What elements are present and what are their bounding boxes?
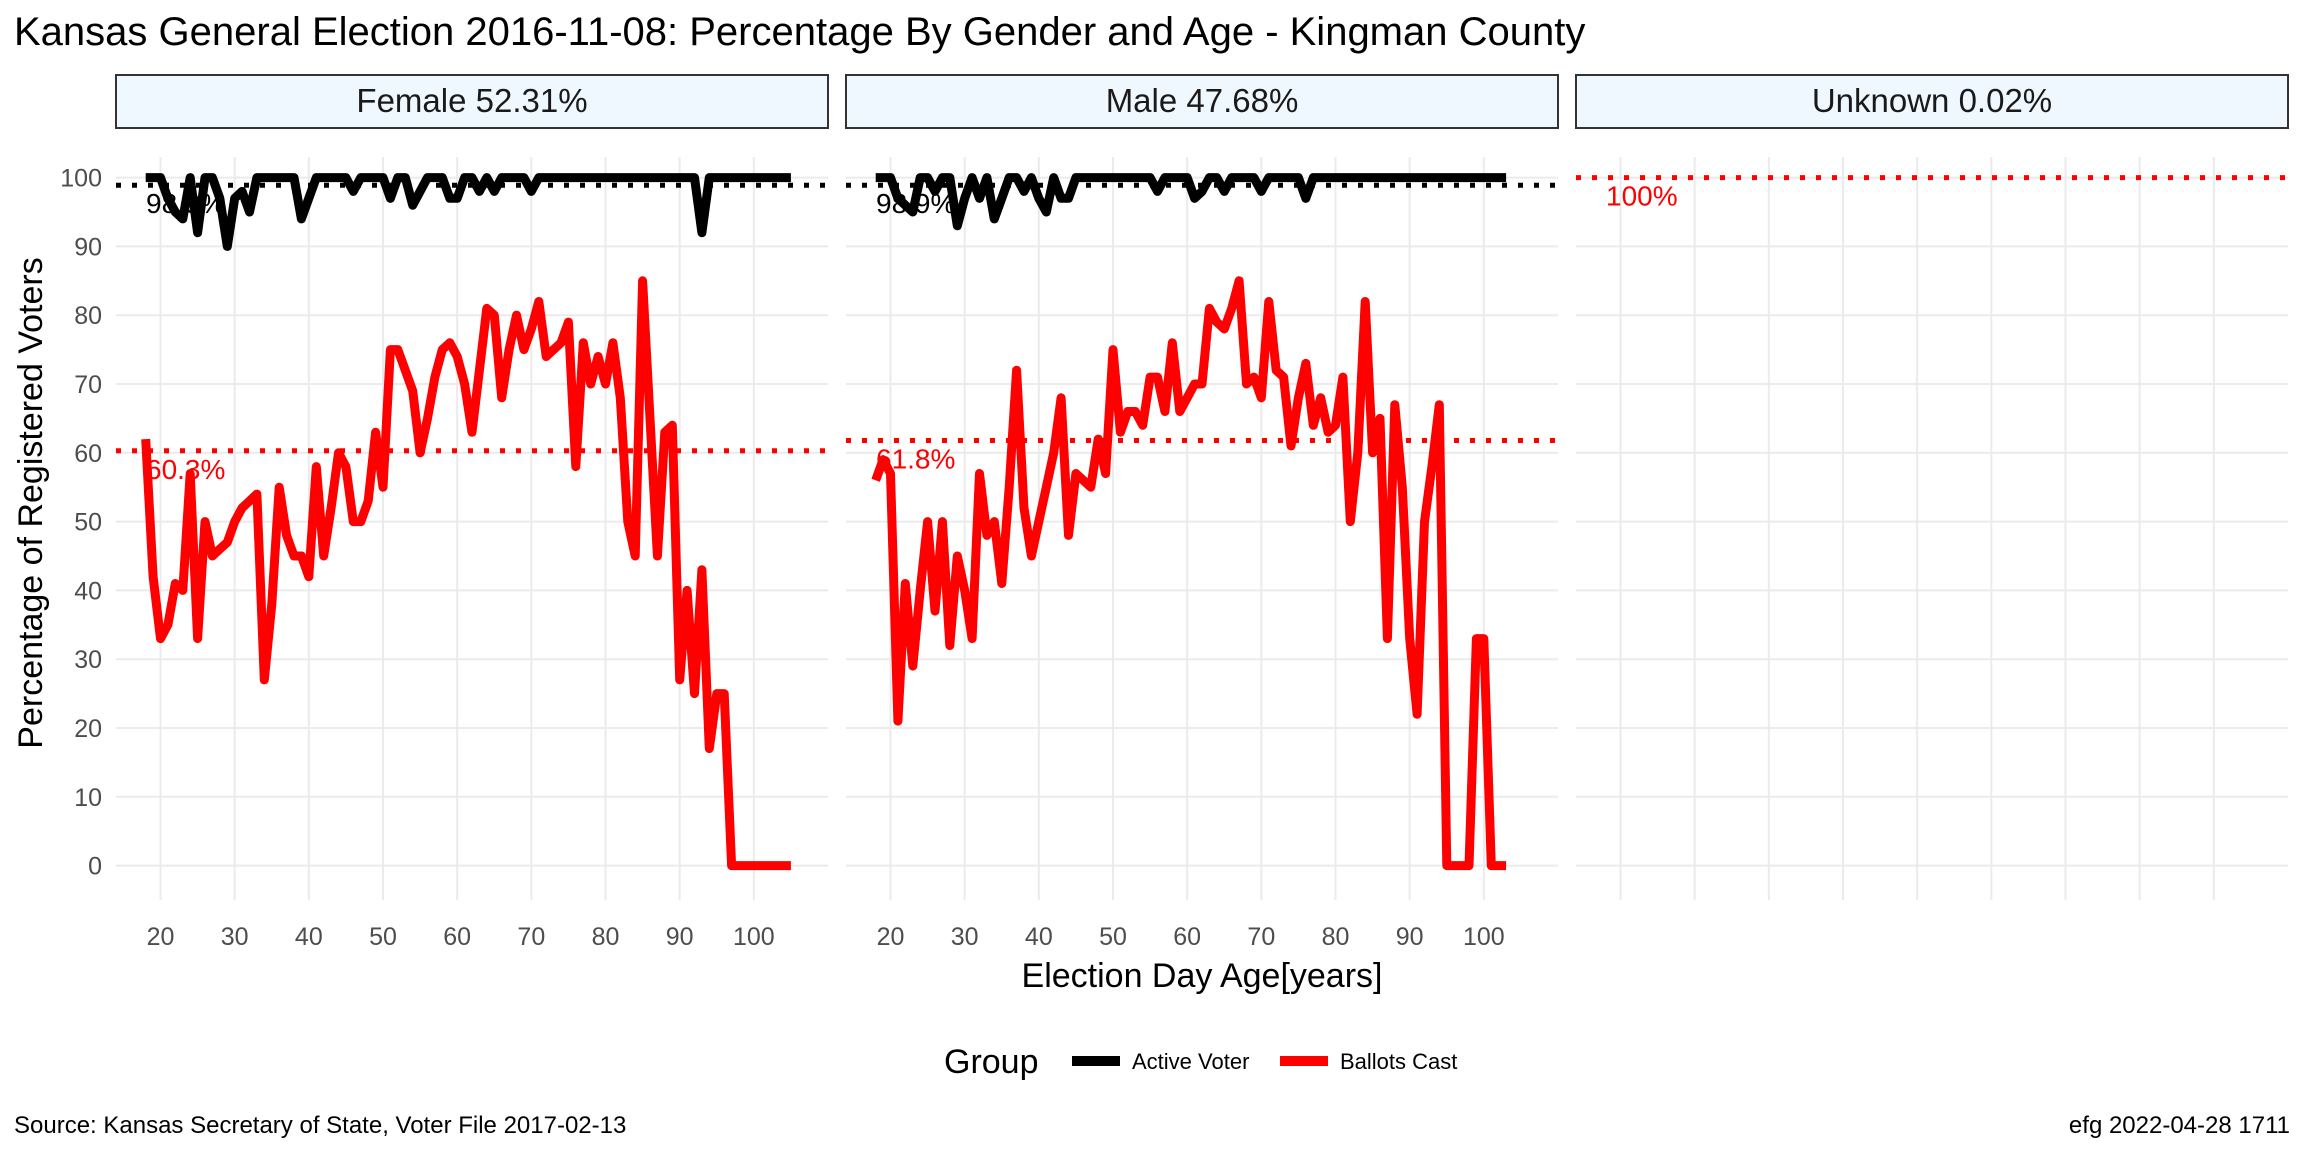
strip-label-2: Unknown 0.02% (1812, 82, 2052, 119)
panel-2: Unknown 0.02% 100% (1575, 74, 2289, 900)
ballots-ref-label: 61.8% (876, 443, 955, 474)
x-axis-label: Election Day Age[years] (1022, 957, 1383, 995)
active-ref-label: 98.9% (146, 188, 225, 219)
strip-header-2 (1575, 74, 2289, 129)
x-tick-label: 90 (1396, 923, 1424, 951)
x-tick-label: 80 (1322, 923, 1350, 951)
x-tick-label: 40 (295, 923, 323, 951)
strip-label-0: Female 52.31% (356, 82, 587, 119)
panel-0: Female 52.31% 0 10 20 30 40 50 60 70 80 90 100 20 30 4… (60, 74, 829, 951)
series-line-active-voter (875, 173, 1507, 231)
x-tick-label: 30 (221, 923, 249, 951)
strip-header-0 (115, 74, 829, 129)
x-tick-label: 40 (1025, 923, 1053, 951)
ballots-ref-label: 100% (1606, 181, 1678, 212)
x-tick-label: 20 (147, 923, 175, 951)
y-tick-label: 30 (74, 646, 102, 674)
series-line-ballots-cast (871, 276, 1507, 871)
x-tick-label: 60 (443, 923, 471, 951)
x-tick-label: 70 (517, 923, 545, 951)
y-tick-label: 100 (60, 165, 102, 193)
source-caption: Source: Kansas Secretary of State, Voter… (14, 1112, 626, 1139)
timestamp-caption: efg 2022-04-28 1711 (2069, 1112, 2290, 1139)
y-tick-label: 50 (74, 509, 102, 537)
panel-1: Male 47.68% 20 30 40 50 60 70 80 90 100 98.9% 61.8% (845, 74, 1559, 951)
x-tick-label: 20 (877, 923, 905, 951)
legend-title: Group (944, 1043, 1039, 1081)
x-tick-label: 60 (1173, 923, 1201, 951)
x-tick-label: 50 (369, 923, 397, 951)
strip-header-1 (845, 74, 1559, 129)
x-tick-label: 100 (1463, 923, 1505, 951)
strip-label-1: Male 47.68% (1106, 82, 1299, 119)
legend-label-ballots-cast: Ballots Cast (1340, 1049, 1457, 1074)
y-tick-label: 60 (74, 440, 102, 468)
y-tick-label: 80 (74, 302, 102, 330)
x-tick-label: 30 (951, 923, 979, 951)
y-tick-label: 70 (74, 371, 102, 399)
y-tick-label: 40 (74, 577, 102, 605)
y-tick-label: 90 (74, 233, 102, 261)
series-line-active-voter (145, 173, 791, 251)
x-tick-label: 50 (1099, 923, 1127, 951)
y-tick-label: 0 (88, 853, 102, 881)
x-tick-label: 70 (1247, 923, 1275, 951)
y-tick-label: 20 (74, 715, 102, 743)
chart-title: Kansas General Election 2016-11-08: Perc… (14, 10, 1585, 54)
ballots-ref-label: 60.3% (146, 454, 225, 485)
y-tick-label: 10 (74, 784, 102, 812)
y-axis-label: Percentage of Registered Voters (12, 257, 50, 748)
x-tick-label: 90 (666, 923, 694, 951)
active-ref-label: 98.9% (876, 188, 955, 219)
legend-label-active-voter: Active Voter (1132, 1049, 1249, 1074)
series-line-ballots-cast (141, 276, 791, 871)
facet-panels: Female 52.31% 0 10 20 30 40 50 60 70 80 90 100 20 30 4… (60, 74, 2289, 951)
x-tick-label: 100 (733, 923, 775, 951)
legend: Group Active Voter Ballots Cast (944, 1043, 1457, 1081)
x-tick-label: 80 (592, 923, 620, 951)
